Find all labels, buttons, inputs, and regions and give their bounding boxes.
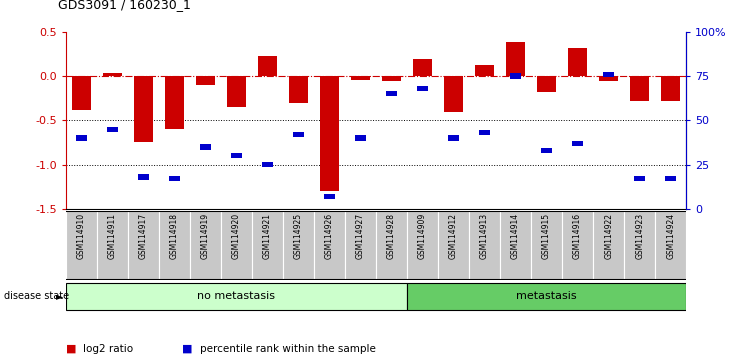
Bar [630, 76, 649, 101]
Bar [134, 76, 153, 143]
Bar [76, 136, 87, 141]
Bar [624, 211, 656, 280]
Text: GSM114918: GSM114918 [170, 213, 179, 259]
Bar [103, 73, 121, 76]
Bar [448, 136, 459, 141]
Text: GSM114909: GSM114909 [418, 213, 427, 259]
Bar [196, 76, 215, 85]
Bar [324, 194, 335, 199]
Bar [159, 211, 190, 280]
Bar [541, 148, 552, 153]
Text: GSM114916: GSM114916 [573, 213, 582, 259]
Bar [169, 176, 180, 181]
Bar [531, 211, 562, 280]
Bar [438, 211, 469, 280]
Bar [469, 211, 500, 280]
Bar [283, 211, 314, 280]
Bar [345, 211, 376, 280]
Text: no metastasis: no metastasis [197, 291, 275, 302]
Text: GSM114920: GSM114920 [232, 213, 241, 259]
Bar [510, 73, 521, 79]
Bar [603, 72, 614, 77]
Bar [572, 141, 583, 146]
Bar [407, 283, 686, 310]
Bar [376, 211, 407, 280]
Bar [66, 211, 96, 280]
Bar [252, 211, 283, 280]
Bar [386, 91, 397, 97]
Bar [138, 175, 149, 180]
Bar [407, 211, 438, 280]
Bar [231, 153, 242, 159]
Text: GSM114915: GSM114915 [542, 213, 551, 259]
Text: disease state: disease state [4, 291, 69, 302]
Bar [475, 65, 493, 76]
Bar [227, 76, 245, 107]
Bar [479, 130, 490, 136]
Text: GSM114910: GSM114910 [77, 213, 85, 259]
Text: percentile rank within the sample: percentile rank within the sample [200, 344, 376, 354]
Bar [128, 211, 159, 280]
Text: GSM114925: GSM114925 [294, 213, 303, 259]
Bar [417, 86, 428, 91]
Text: metastasis: metastasis [516, 291, 577, 302]
Bar [351, 76, 370, 80]
Bar [634, 176, 645, 181]
Bar [568, 48, 587, 76]
Bar [444, 76, 463, 112]
Bar [506, 42, 525, 76]
Bar [599, 76, 618, 81]
Text: GSM114911: GSM114911 [108, 213, 117, 259]
Bar [107, 127, 118, 132]
Text: ►: ► [55, 291, 63, 302]
Bar [355, 136, 366, 141]
Bar [190, 211, 221, 280]
Text: ■: ■ [182, 344, 196, 354]
Bar [562, 211, 593, 280]
Text: GSM114928: GSM114928 [387, 213, 396, 259]
Bar [221, 211, 252, 280]
Bar [96, 211, 128, 280]
Text: GSM114927: GSM114927 [356, 213, 365, 259]
Bar [320, 76, 339, 191]
Text: GSM114926: GSM114926 [325, 213, 334, 259]
Text: GSM114921: GSM114921 [263, 213, 272, 259]
Bar [258, 56, 277, 76]
Text: GSM114913: GSM114913 [480, 213, 489, 259]
Bar [66, 283, 407, 310]
Bar [413, 59, 431, 76]
Text: GDS3091 / 160230_1: GDS3091 / 160230_1 [58, 0, 191, 11]
Bar [593, 211, 624, 280]
Text: ■: ■ [66, 344, 80, 354]
Bar [289, 76, 308, 103]
Text: GSM114917: GSM114917 [139, 213, 147, 259]
Bar [383, 76, 401, 81]
Text: GSM114912: GSM114912 [449, 213, 458, 259]
Bar [500, 211, 531, 280]
Text: GSM114923: GSM114923 [635, 213, 644, 259]
Bar [314, 211, 345, 280]
Bar [656, 211, 686, 280]
Text: GSM114914: GSM114914 [511, 213, 520, 259]
Text: GSM114922: GSM114922 [604, 213, 613, 259]
Bar [165, 76, 184, 129]
Bar [72, 76, 91, 110]
Text: log2 ratio: log2 ratio [83, 344, 134, 354]
Bar [661, 76, 680, 101]
Text: GSM114919: GSM114919 [201, 213, 210, 259]
Bar [262, 162, 273, 167]
Bar [200, 144, 211, 150]
Bar [665, 176, 676, 181]
Text: GSM114924: GSM114924 [666, 213, 675, 259]
Bar [293, 132, 304, 137]
Bar [537, 76, 556, 92]
